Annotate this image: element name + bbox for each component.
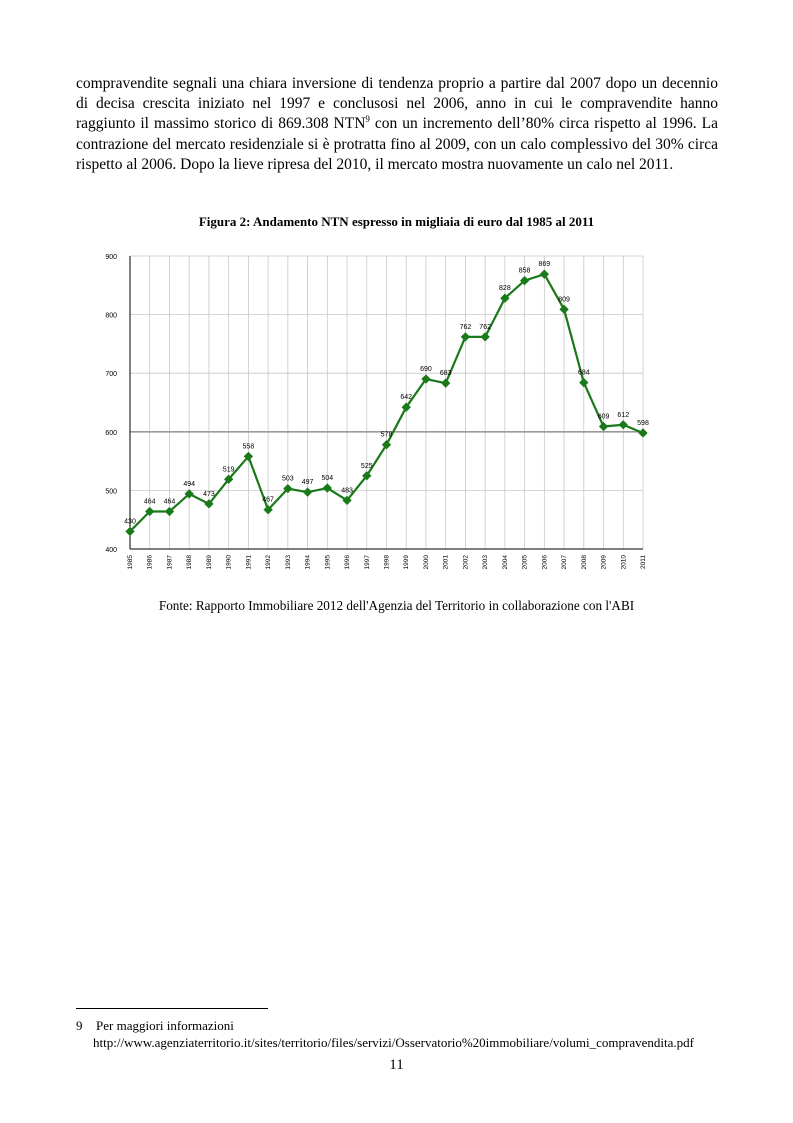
data-point bbox=[441, 378, 451, 388]
y-tick-label: 600 bbox=[105, 430, 117, 437]
x-tick-label: 1992 bbox=[265, 555, 272, 570]
x-tick-label: 1991 bbox=[245, 555, 252, 570]
data-label: 483 bbox=[341, 487, 353, 494]
data-point bbox=[618, 420, 628, 430]
data-label: 809 bbox=[558, 296, 570, 303]
x-tick-label: 1994 bbox=[305, 555, 312, 570]
data-point bbox=[302, 487, 313, 497]
x-tick-label: 1988 bbox=[186, 555, 193, 570]
footnote-number: 9 bbox=[76, 1018, 83, 1033]
data-point bbox=[421, 374, 431, 384]
data-label: 494 bbox=[183, 481, 195, 488]
x-tick-label: 1996 bbox=[344, 555, 351, 570]
data-label: 762 bbox=[479, 324, 491, 331]
x-tick-label: 1986 bbox=[147, 555, 154, 570]
footnote-separator bbox=[76, 1008, 268, 1009]
data-label: 762 bbox=[460, 324, 472, 331]
x-tick-label: 1987 bbox=[166, 555, 173, 570]
data-point bbox=[579, 377, 589, 388]
data-label: 684 bbox=[578, 370, 590, 377]
data-label: 497 bbox=[302, 479, 314, 486]
data-point bbox=[322, 483, 332, 493]
data-label: 612 bbox=[617, 412, 629, 419]
x-tick-label: 2006 bbox=[541, 555, 548, 570]
y-tick-label: 700 bbox=[105, 371, 117, 378]
data-point bbox=[381, 440, 392, 450]
footnote-ref[interactable]: 9 bbox=[365, 114, 370, 125]
x-tick-label: 1989 bbox=[206, 555, 213, 570]
x-tick-label: 2008 bbox=[581, 555, 588, 570]
data-label: 869 bbox=[539, 261, 551, 268]
body-paragraph: compravendite segnali una chiara inversi… bbox=[76, 74, 718, 175]
page-number: 11 bbox=[389, 1057, 404, 1073]
body-text-part2: con un incremento dell’80% circa rispett… bbox=[76, 115, 718, 173]
x-tick-label: 1997 bbox=[364, 555, 371, 570]
data-point bbox=[184, 489, 194, 499]
data-label: 690 bbox=[420, 366, 432, 373]
data-point bbox=[145, 506, 155, 517]
data-point bbox=[223, 474, 234, 484]
data-label: 503 bbox=[282, 476, 294, 483]
x-tick-label: 2002 bbox=[462, 555, 469, 570]
data-label: 558 bbox=[243, 443, 255, 450]
data-label: 519 bbox=[223, 466, 235, 473]
data-point bbox=[243, 451, 254, 462]
data-label: 467 bbox=[262, 497, 274, 504]
data-point bbox=[401, 402, 411, 412]
data-label: 642 bbox=[400, 394, 412, 401]
x-tick-label: 2010 bbox=[620, 555, 627, 570]
data-label: 609 bbox=[598, 414, 610, 421]
data-label: 473 bbox=[203, 491, 215, 498]
y-tick-label: 900 bbox=[105, 254, 117, 261]
data-point bbox=[638, 428, 648, 438]
figure-source: Fonte: Rapporto Immobiliare 2012 dell'Ag… bbox=[158, 598, 635, 613]
data-label: 430 bbox=[124, 518, 136, 525]
data-point bbox=[342, 495, 352, 506]
x-tick-label: 2005 bbox=[522, 555, 529, 570]
footnote-url[interactable]: http://www.agenziaterritorio.it/sites/te… bbox=[93, 1035, 694, 1050]
data-label: 578 bbox=[381, 432, 393, 439]
data-label: 525 bbox=[361, 463, 373, 470]
x-tick-label: 2001 bbox=[443, 555, 450, 570]
footnote-text: Per maggiori informazioni bbox=[96, 1018, 234, 1033]
body-text-part1: compravendite segnali una chiara inversi… bbox=[76, 75, 718, 133]
data-label: 464 bbox=[164, 498, 176, 505]
x-tick-label: 2000 bbox=[423, 555, 430, 570]
footnote: 9 Per maggiori informazioni http://www.ag… bbox=[76, 1017, 736, 1051]
x-tick-label: 2007 bbox=[561, 555, 568, 570]
x-tick-label: 1990 bbox=[226, 555, 233, 570]
y-tick-label: 400 bbox=[105, 547, 117, 554]
data-label: 683 bbox=[440, 370, 452, 377]
data-label: 504 bbox=[321, 475, 333, 482]
x-tick-label: 2003 bbox=[482, 555, 489, 570]
x-tick-label: 1985 bbox=[127, 555, 134, 570]
data-label: 464 bbox=[144, 498, 156, 505]
x-tick-label: 2009 bbox=[601, 555, 608, 570]
y-tick-label: 500 bbox=[105, 488, 117, 495]
figure-caption: Figura 2: Andamento NTN espresso in migl… bbox=[198, 214, 595, 229]
x-tick-label: 1995 bbox=[324, 555, 331, 570]
x-tick-label: 2011 bbox=[640, 555, 647, 569]
line-chart: 400 500 600 700 800 900 1985 1986 1987 1988 1989 19… bbox=[105, 254, 649, 570]
data-point bbox=[598, 421, 609, 432]
x-tick-label: 2004 bbox=[502, 555, 509, 570]
x-tick-label: 1999 bbox=[403, 555, 410, 570]
x-tick-label: 1993 bbox=[285, 555, 292, 570]
data-label: 858 bbox=[519, 268, 531, 275]
data-point bbox=[362, 471, 372, 481]
data-label: 598 bbox=[637, 420, 649, 427]
y-tick-label: 800 bbox=[105, 313, 117, 320]
data-point bbox=[204, 499, 214, 509]
x-tick-label: 1998 bbox=[384, 555, 391, 570]
data-label: 828 bbox=[499, 285, 511, 292]
